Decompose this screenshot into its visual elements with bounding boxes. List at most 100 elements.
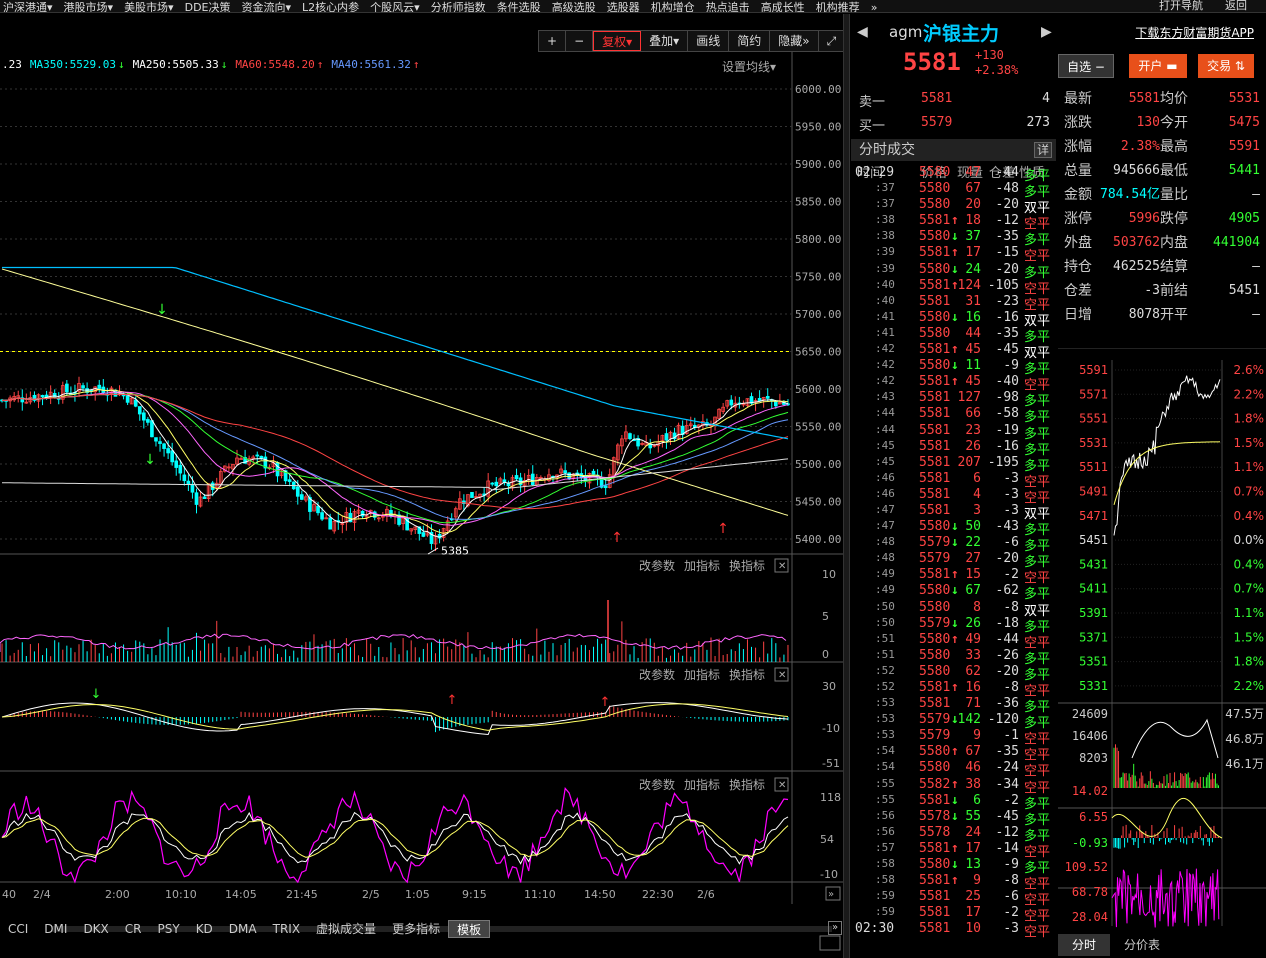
intraday-mini-chart[interactable]: 5591 2.6% 5571 2.2% 5551 1.8% 5531 1.5% 5511 1.1%… bbox=[1058, 348, 1266, 934]
tick-row[interactable]: :44 5581 23 -19 多平 bbox=[851, 423, 1056, 442]
top-menu-item[interactable]: 机构推荐 bbox=[815, 1, 860, 13]
indicator-tab[interactable]: 更多指标 bbox=[392, 922, 441, 936]
next-symbol-icon[interactable]: ▶ bbox=[1041, 24, 1052, 40]
tick-row[interactable]: :45 5581 207 -195 多平 bbox=[851, 455, 1056, 474]
top-menu-item[interactable]: 港股市场▾ bbox=[63, 1, 114, 13]
tick-row[interactable]: :46 5581 4 -3 空平 bbox=[851, 487, 1056, 506]
indicator-tab[interactable]: TRIX bbox=[272, 922, 301, 936]
prev-symbol-icon[interactable]: ◀ bbox=[857, 24, 868, 40]
kline-chart-canvas[interactable]: 6000.00 5950.00 5900.00 5850.00 5800.00 5750.… bbox=[0, 14, 850, 958]
indicator-tab[interactable]: CCI bbox=[8, 922, 29, 936]
top-menu-item[interactable]: 分析师指数 bbox=[430, 1, 486, 13]
tick-row[interactable]: :58 5580 ↓ 13 -9 多平 bbox=[851, 857, 1056, 876]
tick-row[interactable]: :59 5581 17 -2 空平 bbox=[851, 905, 1056, 924]
top-menu-item[interactable]: L2核心内参 bbox=[302, 1, 360, 13]
top-menu-item[interactable]: 美股市场▾ bbox=[124, 1, 174, 13]
indicator-tab[interactable]: 模板 bbox=[448, 920, 491, 938]
tick-row[interactable]: :49 5581 ↑ 15 -2 空平 bbox=[851, 567, 1056, 586]
right-tab[interactable]: 分时 bbox=[1058, 934, 1111, 956]
close-icon[interactable] bbox=[774, 667, 789, 682]
indicator-tab[interactable]: PSY bbox=[157, 922, 180, 936]
toolbar-button[interactable]: 叠加▾ bbox=[641, 31, 689, 51]
top-menu-item[interactable]: 沪深港通▾ bbox=[3, 1, 53, 13]
tick-row[interactable]: :51 5580 ↑ 49 -44 空平 bbox=[851, 632, 1056, 651]
tick-row[interactable]: :55 5581 ↓ 6 -2 多平 bbox=[851, 793, 1056, 812]
tick-row[interactable]: :39 5581 ↑ 17 -15 空平 bbox=[851, 245, 1056, 264]
tick-row[interactable]: 02:30 5581 10 -3 空平 bbox=[851, 921, 1056, 940]
top-menu-item[interactable]: 高级选股 bbox=[551, 1, 596, 13]
tick-row[interactable]: :45 5581 26 -16 多平 bbox=[851, 439, 1056, 458]
close-icon[interactable] bbox=[774, 777, 789, 792]
tick-row[interactable]: :38 5580 ↓ 37 -35 多平 bbox=[851, 229, 1056, 248]
toolbar-button[interactable]: 画线 bbox=[688, 31, 730, 51]
fullscreen-icon[interactable] bbox=[819, 935, 841, 951]
download-app-link[interactable]: 下载东方财富期货APP bbox=[1135, 26, 1254, 40]
tick-row[interactable]: :47 5580 ↓ 50 -43 多平 bbox=[851, 519, 1056, 538]
top-menu-item[interactable]: 高成长性 bbox=[760, 1, 805, 13]
tick-row[interactable]: :53 5579 9 -1 空平 bbox=[851, 728, 1056, 747]
tick-row[interactable]: :46 5581 6 -3 空平 bbox=[851, 471, 1056, 490]
tick-row[interactable]: :37 5580 67 -48 多平 bbox=[851, 181, 1056, 200]
scroll-right-icon[interactable]: » bbox=[828, 921, 842, 935]
tick-row[interactable]: :53 5579 ↓ 142 -120 多平 bbox=[851, 712, 1056, 731]
edit-params-button[interactable]: 改参数 bbox=[639, 558, 675, 573]
indicator-tab[interactable]: KD bbox=[195, 922, 213, 936]
edit-params-button[interactable]: 改参数 bbox=[639, 777, 675, 792]
tick-row[interactable]: :53 5581 71 -36 多平 bbox=[851, 696, 1056, 715]
top-right-item[interactable]: 打开导航 bbox=[1159, 0, 1203, 12]
tick-row[interactable]: :41 5580 ↓ 16 -16 双平 bbox=[851, 310, 1056, 329]
toolbar-button[interactable]: + bbox=[539, 31, 567, 51]
switch-indicator-button[interactable]: 换指标 bbox=[729, 777, 765, 792]
right-tab[interactable]: 分价表 bbox=[1124, 938, 1161, 952]
open-account-button[interactable]: 开户 ▬ bbox=[1129, 54, 1187, 78]
tick-row[interactable]: :51 5580 33 -26 多平 bbox=[851, 648, 1056, 667]
tick-row[interactable]: :50 5580 8 -8 双平 bbox=[851, 600, 1056, 619]
tick-row[interactable]: :52 5581 ↑ 16 -8 空平 bbox=[851, 680, 1056, 699]
tick-row[interactable]: :40 5581 ↑ 124 -105 空平 bbox=[851, 278, 1056, 297]
set-ma-button[interactable]: 设置均线▾ bbox=[722, 60, 777, 74]
indicator-tab[interactable]: DMA bbox=[228, 922, 257, 936]
tick-row[interactable]: :42 5581 ↑ 45 -40 空平 bbox=[851, 374, 1056, 393]
top-menu-item[interactable]: DDE决策 bbox=[184, 1, 231, 13]
toolbar-button[interactable]: ⤢ bbox=[818, 31, 846, 51]
edit-params-button[interactable]: 改参数 bbox=[639, 667, 675, 682]
indicator-tab[interactable]: DMI bbox=[44, 922, 68, 936]
add-indicator-button[interactable]: 加指标 bbox=[684, 667, 720, 682]
tick-row[interactable]: :47 5581 3 -3 双平 bbox=[851, 503, 1056, 522]
kline-area[interactable]: 6000.00 5950.00 5900.00 5850.00 5800.00 5750.… bbox=[0, 14, 850, 958]
tick-row[interactable]: :38 5581 ↑ 18 -12 空平 bbox=[851, 213, 1056, 232]
switch-indicator-button[interactable]: 换指标 bbox=[729, 667, 765, 682]
tick-row[interactable]: :50 5579 ↓ 26 -18 多平 bbox=[851, 616, 1056, 635]
toolbar-button[interactable]: 简约 bbox=[729, 31, 771, 51]
tick-row[interactable]: 02:29 5580 47 -44 多平 bbox=[851, 165, 1056, 184]
top-menu-item[interactable]: 个股风云▾ bbox=[370, 1, 420, 13]
watchlist-button[interactable]: 自选 − bbox=[1058, 54, 1114, 78]
tick-row[interactable]: :37 5580 20 -20 双平 bbox=[851, 197, 1056, 216]
trade-button[interactable]: 交易 ⇅ bbox=[1198, 54, 1254, 78]
tick-row[interactable]: :54 5580 46 -24 空平 bbox=[851, 760, 1056, 779]
top-menu-item[interactable]: 机构增仓 bbox=[650, 1, 695, 13]
tick-row[interactable]: :42 5581 ↑ 45 -45 双平 bbox=[851, 342, 1056, 361]
tick-row[interactable]: :58 5581 ↑ 9 -8 空平 bbox=[851, 873, 1056, 892]
tick-row[interactable]: :43 5581 127 -98 多平 bbox=[851, 390, 1056, 409]
tick-row[interactable]: :39 5580 ↓ 24 -20 多平 bbox=[851, 262, 1056, 281]
top-menu-item[interactable]: 热点追击 bbox=[705, 1, 750, 13]
tick-row[interactable]: :41 5580 44 -35 多平 bbox=[851, 326, 1056, 345]
close-icon[interactable] bbox=[774, 558, 789, 573]
toolbar-button[interactable]: 隐藏» bbox=[770, 31, 819, 51]
panel-splitter[interactable] bbox=[843, 14, 850, 958]
tick-row[interactable]: :56 5578 ↓ 55 -45 多平 bbox=[851, 809, 1056, 828]
top-menu-item[interactable]: » bbox=[870, 1, 878, 13]
add-indicator-button[interactable]: 加指标 bbox=[684, 558, 720, 573]
toolbar-button[interactable]: − bbox=[566, 31, 594, 51]
tick-row[interactable]: :44 5581 66 -58 多平 bbox=[851, 406, 1056, 425]
tick-detail-button[interactable]: 详 bbox=[1033, 142, 1052, 158]
toolbar-button[interactable]: 复权▾ bbox=[593, 31, 642, 51]
tick-row[interactable]: :48 5579 ↓ 22 -6 多平 bbox=[851, 535, 1056, 554]
add-indicator-button[interactable]: 加指标 bbox=[684, 777, 720, 792]
indicator-tab[interactable]: 虚拟成交量 bbox=[316, 922, 377, 936]
chart-scrollbar[interactable] bbox=[52, 926, 832, 932]
tick-row[interactable]: :56 5578 24 -12 多平 bbox=[851, 825, 1056, 844]
indicator-tab[interactable]: DKX bbox=[83, 922, 109, 936]
tick-row[interactable]: :59 5581 25 -6 空平 bbox=[851, 889, 1056, 908]
